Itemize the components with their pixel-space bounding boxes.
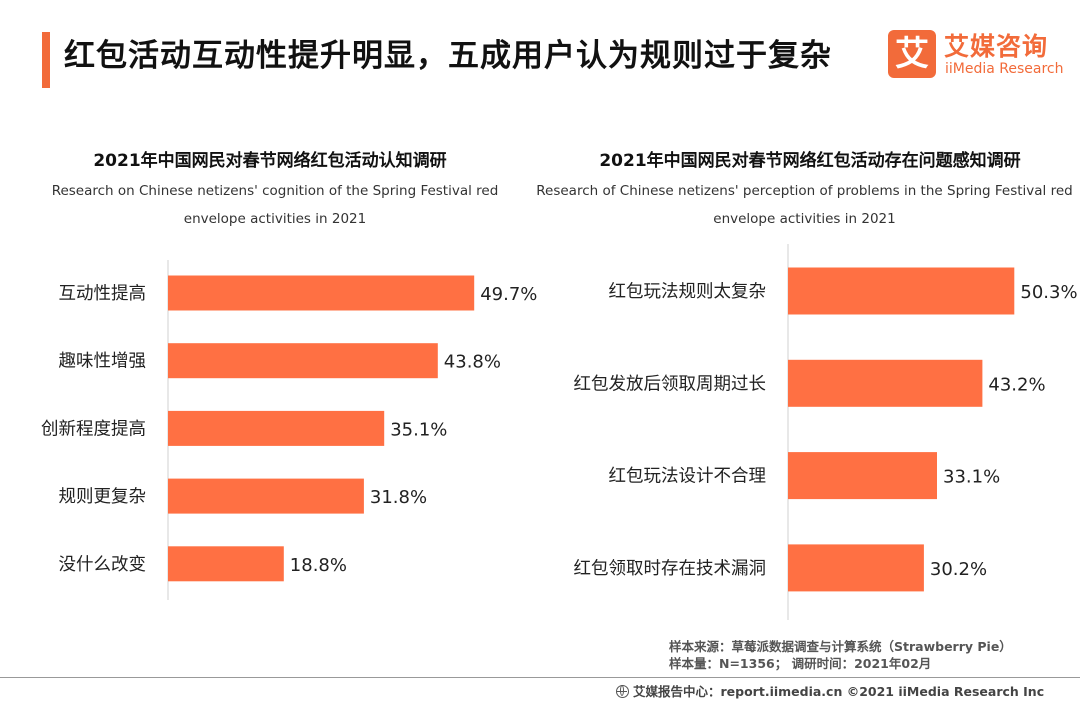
category-label: 红包发放后领取周期过长 [574,374,767,394]
problems-chart: 2021年中国网民对春节网络红包活动存在问题感知调研 Research of C… [536,0,1080,640]
brand-logo: 艾 艾媒咨询 iiMedia Research [888,27,1068,83]
footer: 艾媒报告中心：report.iimedia.cn ©2021 iiMedia R… [616,681,1044,700]
chart-title: 2021年中国网民对春节网络红包活动存在问题感知调研 [599,151,1021,171]
bar [168,478,364,514]
category-label: 创新程度提高 [41,419,146,439]
chart-title: 2021年中国网民对春节网络红包活动认知调研 [93,151,447,171]
cognition-chart: 2021年中国网民对春节网络红包活动认知调研 Research on Chine… [0,0,540,640]
sample-source: 样本来源：草莓派数据调查与计算系统（Strawberry Pie） 样本量：N=… [669,638,1012,672]
page-title: 红包活动互动性提升明显，五成用户认为规则过于复杂 [64,38,832,74]
value-label: 33.1% [943,467,1000,488]
value-label: 50.3% [1020,282,1077,303]
bar [168,275,475,311]
value-label: 49.7% [480,284,537,305]
footer-divider [0,677,1080,678]
sample-size-line: 样本量：N=1356； 调研时间：2021年02月 [669,656,932,671]
chart-subtitle: Research on Chinese netizens' cognition … [51,183,499,227]
category-label: 规则更复杂 [59,487,147,507]
value-label: 18.8% [290,555,347,576]
value-label: 30.2% [930,559,987,580]
value-label: 43.8% [444,352,501,373]
bar-plot: 红包玩法规则太复杂 50.3% 红包发放后领取周期过长 43.2% 红包玩法设计不合理 3… [574,244,1078,620]
logo-icon: 艾 [888,30,936,78]
category-label: 红包领取时存在技术漏洞 [574,559,767,579]
bar [788,267,1015,315]
globe-icon [616,685,629,698]
logo-name-en: iiMedia Research [945,61,1064,77]
bar [788,544,924,592]
footer-text: 艾媒报告中心：report.iimedia.cn ©2021 iiMedia R… [633,684,1045,699]
category-label: 红包玩法规则太复杂 [609,282,767,302]
logo-name-cn: 艾媒咨询 [944,32,1049,61]
category-label: 红包玩法设计不合理 [609,467,767,487]
title-accent-bar [42,32,50,88]
bar [788,359,983,407]
bar [168,343,438,379]
chart-subtitle: Research of Chinese netizens' perception… [536,183,1073,227]
source-line: 样本来源：草莓派数据调查与计算系统（Strawberry Pie） [669,639,1012,654]
bar [168,410,385,446]
category-label: 互动性提高 [59,284,147,304]
category-label: 趣味性增强 [59,352,147,372]
value-label: 43.2% [988,374,1045,395]
value-label: 35.1% [390,419,447,440]
bar [168,546,284,582]
bar [788,452,937,500]
category-label: 没什么改变 [59,555,147,575]
value-label: 31.8% [370,487,427,508]
bar-plot: 互动性提高 49.7% 趣味性增强 43.8% 创新程度提高 35.1% 规则更复杂 31.8… [41,260,537,600]
